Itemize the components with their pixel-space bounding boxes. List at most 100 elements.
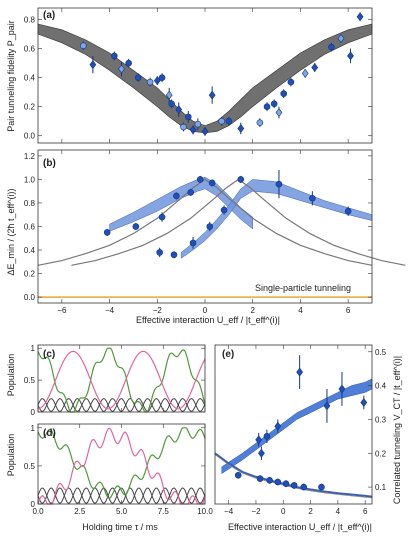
y-tick-label: 0.3 [375,415,387,424]
fidelity-band [37,23,373,134]
plot-frame [37,149,373,304]
data-point [132,223,140,230]
x-tick-label: 10.0 [197,507,213,516]
data-point [280,90,288,97]
panel-d-label: (d) [43,428,56,439]
x-tick-label: −6 [57,306,67,315]
panel-b: −6 −4 −2 0 2 4 6 0.0 0.2 0.4 0.6 0.8 1.0 1.2 [24,149,406,315]
data-point [338,384,346,394]
data-point [80,42,87,50]
data-point [165,90,173,100]
data-point [175,105,183,115]
data-point [255,435,263,445]
y-tick-label: 1.2 [24,152,36,161]
data-point [185,113,192,121]
data-point [290,482,298,489]
data-point [168,100,175,108]
x-tick-label: 7.5 [158,507,170,516]
data-point [111,52,118,60]
data-point [347,51,354,61]
y-tick-label: 1 [31,424,36,433]
data-point [256,475,264,482]
data-point [89,60,97,70]
data-point [301,68,309,78]
x-tick-label: 5.0 [116,507,128,516]
data-point [318,483,325,491]
gray-curve-left [37,178,373,266]
y-tick-label: 0.1 [375,483,387,492]
data-point [170,251,178,259]
panel-b-xlabel: Effective interaction U_eff / |t_eff^(i)… [136,315,280,325]
plot-frame [37,7,373,144]
y-tick-label: 0.6 [24,45,36,54]
panel-c-ylabel: Population [6,354,16,397]
data-point [274,478,282,486]
data-point [134,74,142,81]
x-tick-label: 0.0 [32,507,44,516]
data-point [187,189,194,196]
x-tick-label: −2 [251,507,261,516]
x-tick-label: 6 [346,306,351,315]
data-point [282,480,290,488]
data-point [158,74,166,81]
data-point [118,64,125,74]
data-point [328,43,335,51]
x-tick-label: −4 [105,306,115,315]
data-point [256,119,264,126]
data-point [274,421,282,431]
panel-d-xlabel: Holding time τ / ms [82,522,158,532]
data-point [360,398,368,408]
x-tick-label: −4 [224,507,234,516]
data-point [263,433,271,440]
y-tick-label: 0.0 [24,293,36,302]
data-point [263,103,271,111]
data-point [275,180,283,188]
y-tick-label: 0.2 [24,103,36,112]
y-tick-label: 0.5 [24,462,36,471]
plot-frame [214,344,373,505]
y-tick-label: 0.5 [24,376,36,385]
data-point [189,125,197,135]
panel-b-ylabel: ΔE_min / (2ħ t_eff^(i)) [6,188,16,275]
trace-dark-2 [37,398,206,412]
data-point [201,126,209,136]
gap-band [109,176,253,232]
y-tick-label: 0.4 [24,74,36,83]
data-point [337,33,345,43]
panel-a-ylabel: Pair tunneling fidelity P_pair [6,20,16,132]
x-tick-label: 2.5 [74,507,86,516]
x-tick-label: 0 [203,306,208,315]
panel-c-label: (c) [43,349,55,360]
y-tick-label: 1.0 [24,175,36,184]
data-point [275,108,283,118]
data-point [156,249,163,256]
trace-pink [37,350,206,410]
y-tick-label: 0.2 [375,449,387,458]
data-point [180,123,187,131]
panel-a: 0.0 0.2 0.4 0.6 0.8 [24,7,373,144]
lower-curve-gray [214,454,373,499]
data-point [206,223,214,230]
data-point [146,78,154,86]
trace-green [37,347,206,413]
data-point [196,176,204,183]
x-tick-label: −2 [153,306,163,315]
x-tick-label: 2 [250,306,255,315]
panel-d-ylabel: Population [6,434,16,477]
data-point [103,229,111,236]
data-point [270,100,278,108]
y-tick-label: 0 [31,408,36,417]
data-point [125,59,132,67]
panel-e-ylabel: Correlated tunneling V_CT / |t_eff^(i)| [392,356,402,504]
y-tick-label: 0.8 [24,16,36,25]
data-point [208,179,216,187]
data-point [194,120,202,128]
y-tick-label: 0.5 [375,348,387,357]
data-point [218,117,225,125]
data-point [158,213,166,221]
y-tick-label: 0.6 [24,223,36,232]
data-point [237,123,245,133]
panel-e-xlabel: Effective interaction U_eff / |t_eff^(i)… [228,522,372,532]
x-tick-label: 2 [308,507,313,516]
